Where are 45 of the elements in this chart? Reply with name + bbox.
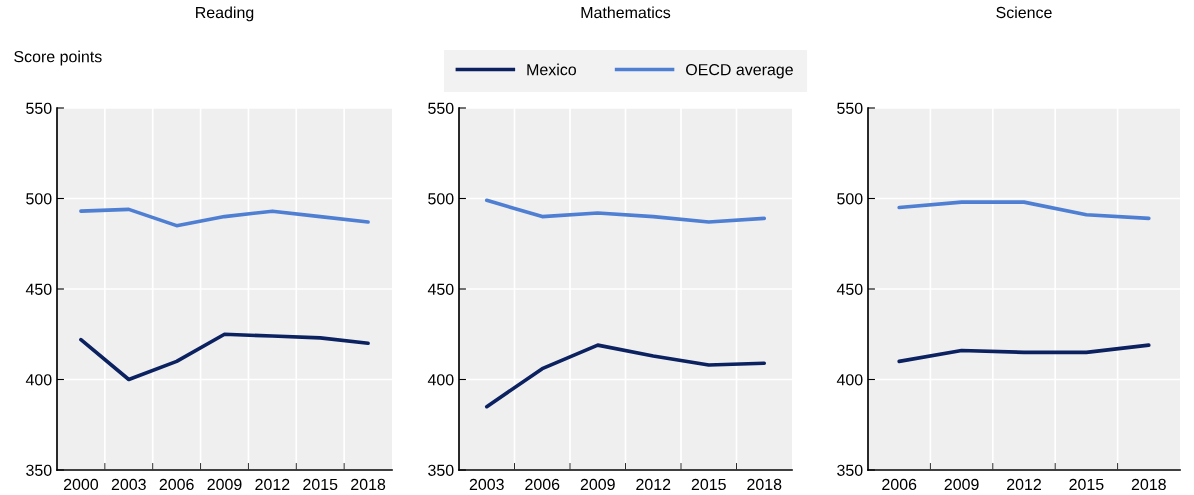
x-tick-label: 2015 <box>691 478 726 491</box>
x-tick-label: 2015 <box>1069 478 1104 491</box>
y-tick-label: 450 <box>427 283 454 295</box>
y-tick-label: 400 <box>836 374 863 386</box>
line-series <box>897 200 1151 221</box>
x-tick-label: 2018 <box>1131 478 1166 491</box>
line-series <box>484 343 767 409</box>
y-tick-label: 450 <box>836 283 863 295</box>
x-tick-label: 2015 <box>303 478 338 491</box>
x-tick-label: 2018 <box>747 478 782 491</box>
line-series <box>79 207 370 228</box>
line-series <box>484 198 767 224</box>
x-tick-label: 2003 <box>469 478 504 491</box>
x-tick-label: 2006 <box>882 478 917 491</box>
x-tick-label: 2009 <box>580 478 615 491</box>
x-tick-label: 2000 <box>63 478 99 491</box>
legend-label: Mexico <box>527 63 577 76</box>
chart-title: Reading <box>196 6 254 22</box>
line-series <box>79 332 370 382</box>
y-tick-label: 500 <box>428 193 454 205</box>
chart-title: Science <box>996 6 1052 19</box>
x-tick-label: 2009 <box>944 478 979 491</box>
x-tick-label: 2006 <box>525 478 560 491</box>
y-tick-label: 500 <box>837 193 863 205</box>
y-tick-label: 400 <box>427 374 454 386</box>
y-tick-label: 350 <box>837 464 863 476</box>
y-tick-label: 550 <box>26 102 52 114</box>
y-tick-label: 500 <box>26 193 52 205</box>
y-tick-label: 350 <box>26 464 52 476</box>
x-tick-label: 2009 <box>207 478 242 491</box>
y-tick-label: 550 <box>837 102 863 114</box>
y-tick-label: 550 <box>428 102 454 114</box>
y-axis-title: Score points <box>14 50 102 66</box>
x-tick-label: 2012 <box>1007 478 1041 491</box>
x-tick-label: 2012 <box>255 478 290 491</box>
x-tick-label: 2006 <box>159 478 194 491</box>
y-tick-label: 400 <box>25 374 52 386</box>
x-tick-label: 2018 <box>351 478 386 491</box>
y-tick-label: 350 <box>428 464 454 476</box>
x-tick-label: 2003 <box>111 478 146 491</box>
legend-label: OECD average <box>686 63 793 79</box>
y-tick-label: 450 <box>25 283 52 295</box>
x-tick-label: 2012 <box>636 478 671 491</box>
chart-title: Mathematics <box>581 6 671 19</box>
line-series <box>897 343 1151 364</box>
